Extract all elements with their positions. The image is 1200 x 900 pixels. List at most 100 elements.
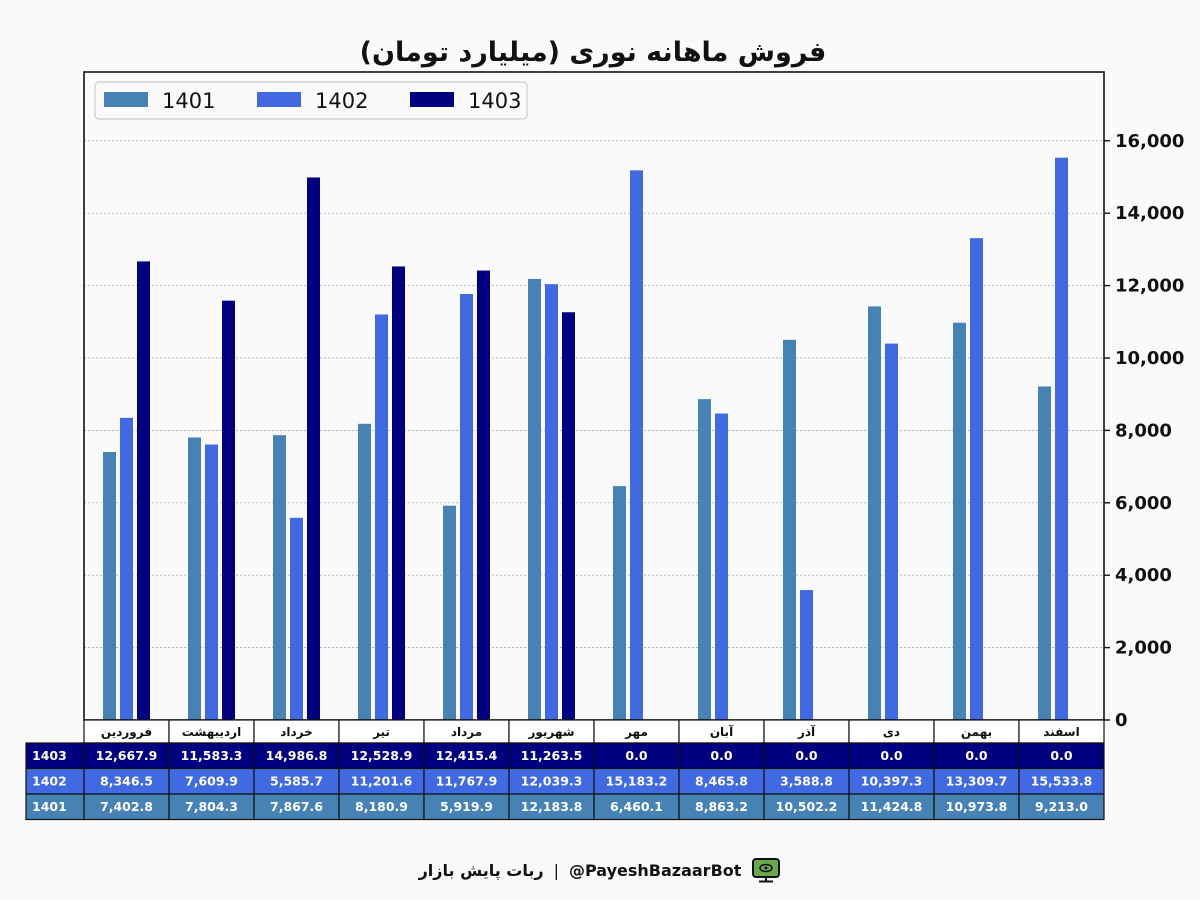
bar-1401-1	[103, 452, 116, 720]
category-label: آذر	[797, 724, 816, 739]
category-label: تیر	[372, 725, 390, 739]
table-cell-value: 10,397.3	[861, 774, 923, 789]
table-cell-value: 11,767.9	[436, 774, 498, 789]
chart-title: فروش ماهانه نوری (میلیارد تومان)	[360, 37, 827, 68]
bar-1401-2	[188, 437, 201, 720]
table-cell-value: 7,867.6	[270, 799, 323, 814]
bar-1403-2	[222, 300, 235, 720]
table-cell-value: 0.0	[795, 748, 817, 763]
table-cell-value: 15,533.8	[1031, 774, 1093, 789]
grid	[84, 140, 1104, 648]
y-tick-label: 12,000	[1115, 276, 1184, 297]
table-cell-value: 3,588.8	[780, 774, 833, 789]
table-cell-value: 7,804.3	[185, 799, 238, 814]
bar-1403-3	[307, 177, 320, 721]
table-cell	[848, 793, 935, 821]
table-cell-value: 8,465.8	[695, 774, 748, 789]
table-cell	[763, 742, 850, 770]
category-label: اسفند	[1043, 725, 1079, 739]
bars	[103, 157, 1068, 721]
table-cell-value: 10,973.8	[946, 799, 1008, 814]
row-label: 1401	[32, 799, 67, 814]
table-cell	[763, 767, 850, 795]
footer-handle: @PayeshBazaarBot	[568, 860, 742, 880]
category-label: مهر	[624, 725, 648, 739]
legend-label-1403: 1403	[468, 89, 521, 113]
table-cell-value: 12,528.9	[351, 748, 413, 763]
table-cell	[593, 742, 680, 770]
bar-1402-10	[885, 343, 898, 720]
bar-1402-1	[120, 417, 133, 720]
bar-1403-6	[562, 312, 575, 720]
table-cell-value: 8,863.2	[695, 799, 748, 814]
y-tick-label: 8,000	[1115, 420, 1172, 441]
plot-area	[84, 72, 1104, 720]
bar-1402-8	[715, 413, 728, 720]
category-label: مرداد	[451, 725, 482, 739]
table-cell	[1018, 742, 1105, 770]
table-cell-value: 11,424.8	[861, 799, 923, 814]
y-tick-label: 6,000	[1115, 493, 1172, 514]
bar-1401-5	[443, 505, 456, 720]
table-cell-value: 8,346.5	[100, 774, 153, 789]
bar-1401-6	[528, 278, 541, 720]
bar-1401-7	[613, 486, 626, 720]
table-cell-value: 7,609.9	[185, 774, 238, 789]
table-cell	[83, 742, 170, 770]
bar-1402-5	[460, 293, 473, 720]
table-cell	[253, 793, 340, 821]
bar-1401-4	[358, 423, 371, 720]
footer: ربات پایش بازار | @PayeshBazaarBot	[0, 852, 1200, 888]
bar-1402-7	[630, 170, 643, 720]
bar-1403-5	[477, 270, 490, 720]
bar-1402-6	[545, 284, 558, 720]
table-cell-value: 11,201.6	[351, 774, 413, 789]
table-cell	[253, 742, 340, 770]
category-label: شهریور	[527, 725, 574, 740]
y-tick-label: 4,000	[1115, 565, 1172, 586]
legend-label-1402: 1402	[315, 89, 368, 113]
row-label: 1402	[32, 774, 67, 789]
table-cell	[338, 793, 425, 821]
table-cell-value: 11,263.5	[521, 748, 583, 763]
bar-1402-3	[290, 517, 303, 720]
y-axis: 0 2,000 4,000 6,000 8,000 10,000 12,000 14,000 1…	[1104, 131, 1184, 731]
table-cell-value: 0.0	[625, 748, 647, 763]
bar-1401-11	[953, 322, 966, 720]
bar-1401-9	[783, 339, 796, 720]
category-label: فروردین	[101, 725, 152, 740]
footer-separator: |	[553, 860, 559, 880]
table-cell	[848, 742, 935, 770]
legend-swatch-1401	[104, 92, 148, 107]
bar-1401-12	[1038, 386, 1051, 720]
category-label: خرداد	[280, 725, 313, 739]
bar-1401-8	[698, 399, 711, 720]
footer-bot-name: ربات پایش بازار	[418, 860, 544, 880]
tv-icon	[752, 858, 781, 883]
table-cell	[933, 767, 1020, 795]
y-tick-label: 16,000	[1115, 131, 1184, 152]
y-tick-label: 2,000	[1115, 638, 1172, 659]
table-cell	[83, 793, 170, 821]
y-tick-label: 14,000	[1115, 203, 1184, 224]
table-cell-value: 0.0	[1050, 748, 1072, 763]
bar-1402-12	[1055, 157, 1068, 721]
table-cell	[593, 793, 680, 821]
table-cell-value: 9,213.0	[1035, 799, 1088, 814]
category-label: بهمن	[961, 725, 992, 739]
table-cell	[338, 742, 425, 770]
table-cell	[848, 767, 935, 795]
bar-1402-11	[970, 238, 983, 720]
legend-swatch-1402	[257, 92, 301, 107]
bar-1402-2	[205, 444, 218, 720]
bar-1402-9	[800, 590, 813, 720]
table-cell-value: 10,502.2	[776, 799, 838, 814]
bar-1403-1	[137, 261, 150, 720]
table-cell-value: 15,183.2	[606, 774, 668, 789]
table-cell-value: 8,180.9	[355, 799, 408, 814]
category-label: اردیبهشت	[182, 725, 241, 739]
table-cell-value: 0.0	[880, 748, 902, 763]
table-cell-value: 5,919.9	[440, 799, 493, 814]
category-label: دی	[883, 725, 900, 739]
table-cell	[168, 742, 255, 770]
